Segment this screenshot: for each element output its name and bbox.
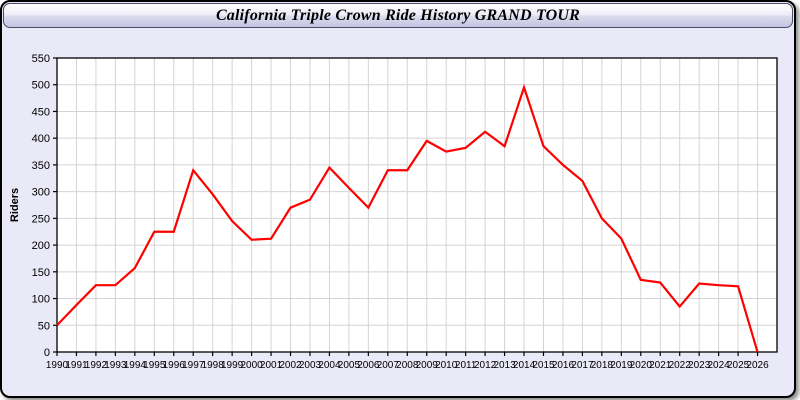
x-tick-label: 2008 — [396, 360, 419, 370]
y-tick-label: 300 — [32, 187, 50, 199]
x-tick-label: 2013 — [493, 360, 516, 370]
y-tick-label: 100 — [32, 294, 50, 306]
x-tick-label: 1995 — [143, 360, 166, 370]
x-tick-label: 2024 — [707, 360, 730, 370]
x-tick-label: 2017 — [571, 360, 594, 370]
x-tick-label: 1997 — [182, 360, 205, 370]
plot-border — [56, 57, 778, 353]
y-tick-label: 450 — [32, 106, 50, 118]
line-chart: 0501001502002503003504004505005501990199… — [9, 53, 778, 370]
y-axis-title: Riders — [9, 188, 21, 222]
data-line — [56, 83, 759, 353]
y-tick-label: 550 — [32, 53, 50, 65]
plot-background — [57, 58, 777, 352]
x-tick-label: 1994 — [124, 360, 147, 370]
x-tick-label: 1996 — [163, 360, 186, 370]
x-tick-label: 2003 — [299, 360, 322, 370]
y-tick-label: 0 — [44, 347, 50, 359]
x-tick-label: 2004 — [318, 360, 341, 370]
y-tick-label: 400 — [32, 133, 50, 145]
x-tick-label: 1990 — [46, 360, 69, 370]
window-title: California Triple Crown Ride History GRA… — [215, 6, 581, 24]
y-tick-label: 500 — [32, 80, 50, 92]
x-tick-label: 2022 — [669, 360, 692, 370]
x-tick-label: 2000 — [240, 360, 263, 370]
x-tick-label: 2011 — [455, 360, 477, 370]
y-tick-label: 200 — [32, 240, 50, 252]
x-tick-label: 2021 — [649, 360, 672, 370]
x-tick-label: 2014 — [513, 360, 536, 370]
x-tick-label: 2015 — [532, 360, 555, 370]
x-tick-label: 1992 — [85, 360, 108, 370]
x-tick-label: 2025 — [727, 360, 750, 370]
x-tick-label: 1998 — [202, 360, 225, 370]
x-tick-label: 1991 — [65, 360, 88, 370]
y-tick-label: 350 — [32, 160, 50, 172]
x-tick-label: 1993 — [104, 360, 127, 370]
x-tick-label: 2012 — [474, 360, 497, 370]
x-tick-label: 2009 — [416, 360, 439, 370]
x-tick-label: 2007 — [377, 360, 400, 370]
x-tick-label: 2002 — [279, 360, 302, 370]
title-bar: California Triple Crown Ride History GRA… — [3, 3, 793, 28]
x-tick-label: 2019 — [610, 360, 633, 370]
x-tick-label: 2018 — [591, 360, 614, 370]
x-tick-label: 1999 — [221, 360, 244, 370]
x-tick-label: 2026 — [746, 360, 769, 370]
x-tick-label: 2006 — [357, 360, 380, 370]
x-tick-label: 2005 — [338, 360, 361, 370]
x-tick-label: 2010 — [435, 360, 458, 370]
y-tick-label: 50 — [38, 320, 50, 332]
x-tick-label: 2001 — [260, 360, 283, 370]
x-tick-label: 2016 — [552, 360, 575, 370]
x-tick-label: 2023 — [688, 360, 711, 370]
x-tick-label: 2020 — [630, 360, 653, 370]
y-tick-label: 250 — [32, 213, 50, 225]
y-tick-label: 150 — [32, 267, 50, 279]
